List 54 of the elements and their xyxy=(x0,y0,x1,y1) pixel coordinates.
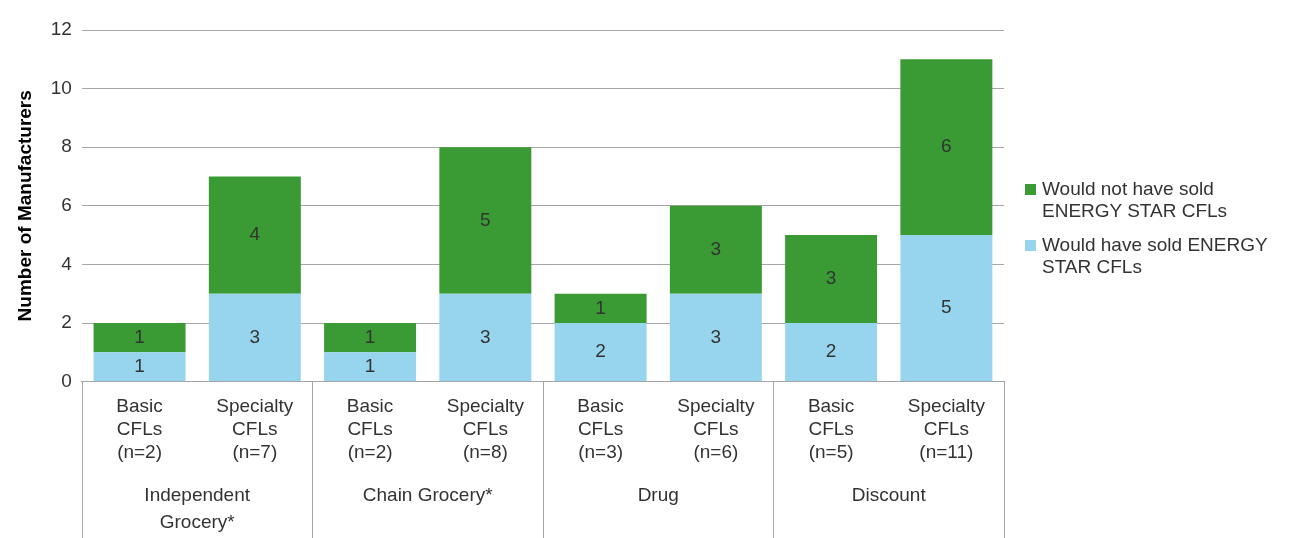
y-tick-label: 12 xyxy=(50,18,72,40)
data-label: 1 xyxy=(134,354,145,376)
bar xyxy=(785,323,878,382)
bar xyxy=(439,147,532,294)
bar xyxy=(669,205,762,294)
x-tick-label: Basic CFLs (n=5) xyxy=(807,395,855,462)
bar xyxy=(208,176,301,294)
data-label: 3 xyxy=(710,325,722,347)
data-label: 1 xyxy=(134,325,145,347)
bar xyxy=(554,293,647,323)
x-tick-label: Basic CFLs (n=2) xyxy=(346,395,394,462)
data-label: 2 xyxy=(825,340,837,362)
x-tick-label: Specialty CFLs (n=7) xyxy=(216,395,294,462)
legend-label: Would not have sold ENERGY STAR CFLs xyxy=(1042,178,1229,222)
y-tick-label: 8 xyxy=(61,135,72,157)
data-label: 5 xyxy=(480,208,491,230)
bar xyxy=(93,323,186,353)
text: Discount xyxy=(851,484,927,506)
data-label: 3 xyxy=(480,325,491,347)
x-tick-label: Specialty CFLs (n=11) xyxy=(907,395,986,462)
x-tick-label: Basic CFLs (n=2) xyxy=(116,395,163,462)
data-label: 3 xyxy=(825,267,837,289)
data-label: 6 xyxy=(941,135,952,157)
bar xyxy=(439,293,532,382)
bar xyxy=(554,323,647,382)
y-tick-label: 6 xyxy=(61,194,72,216)
bar xyxy=(324,323,417,353)
text: Drug xyxy=(637,484,679,506)
legend-label: Would have sold ENERGY STAR CFLs xyxy=(1042,234,1269,278)
text: Chain Grocery* xyxy=(362,484,494,506)
y-tick-label: 4 xyxy=(61,252,73,274)
bar xyxy=(669,293,762,382)
bar xyxy=(208,293,301,382)
text: Independent Grocery* xyxy=(144,484,251,533)
bar xyxy=(324,352,417,382)
data-label: 1 xyxy=(364,354,376,376)
x-tick-label: Specialty CFLs (n=6) xyxy=(677,395,755,462)
data-label: 1 xyxy=(364,325,376,347)
data-label: 5 xyxy=(941,296,952,318)
y-tick-label: 10 xyxy=(50,76,72,98)
y-tick-label: 0 xyxy=(61,369,72,391)
y-tick-label: 2 xyxy=(61,311,72,333)
y-axis-title: Number of Manufacturers xyxy=(13,90,35,322)
x-tick-label: Basic CFLs (n=3) xyxy=(577,395,624,462)
x-tick-label: Specialty CFLs (n=8) xyxy=(446,395,525,462)
bar xyxy=(785,235,878,323)
bar xyxy=(93,352,186,382)
data-label: 4 xyxy=(249,223,261,245)
bar xyxy=(900,59,993,236)
data-label: 3 xyxy=(710,237,722,259)
data-label: 1 xyxy=(595,296,606,318)
bar xyxy=(900,235,993,382)
data-label: 3 xyxy=(249,325,261,347)
data-label: 2 xyxy=(595,340,606,362)
